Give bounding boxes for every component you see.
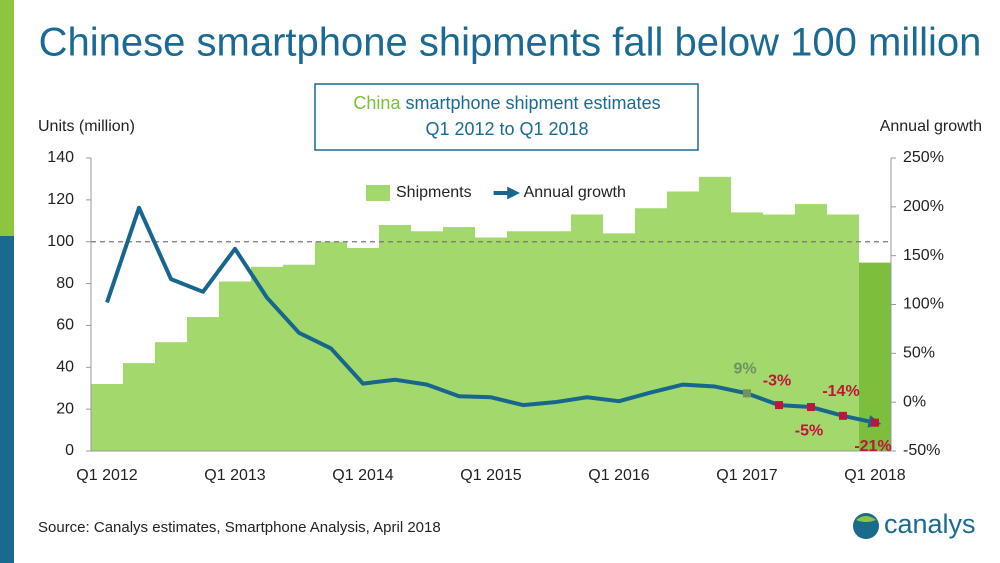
- bar: [475, 237, 507, 451]
- legend-label: Annual growth: [524, 184, 626, 201]
- subtitle: China smartphone shipment estimates: [353, 93, 660, 113]
- bar: [635, 208, 667, 451]
- x-tick-label: Q1 2012: [76, 467, 137, 484]
- side-strip: [0, 0, 14, 236]
- y-tick-label: 20: [56, 400, 74, 417]
- bar: [603, 233, 635, 451]
- x-tick-label: Q1 2018: [844, 467, 905, 484]
- bar: [187, 317, 219, 451]
- x-tick-label: Q1 2016: [588, 467, 649, 484]
- point-marker: [839, 411, 847, 420]
- subtitle-2: Q1 2012 to Q1 2018: [425, 119, 588, 139]
- y-tick-label: 140: [47, 149, 74, 166]
- logo: canalys: [853, 509, 976, 539]
- bar: [155, 342, 187, 451]
- bar: [731, 212, 763, 451]
- bar: [795, 204, 827, 451]
- bar: [219, 281, 251, 451]
- data-label: 9%: [733, 361, 756, 378]
- subtitle-highlight: China: [353, 93, 401, 113]
- bar: [571, 214, 603, 451]
- y-tick-label: 80: [56, 275, 74, 292]
- data-label: -3%: [763, 372, 791, 389]
- bar: [699, 176, 731, 452]
- y-tick-label: 120: [47, 191, 74, 208]
- bar: [539, 231, 571, 451]
- source: Source: Canalys estimates, Smartphone An…: [38, 519, 441, 536]
- data-label: -5%: [795, 422, 823, 439]
- y2-tick-label: 50%: [903, 345, 935, 362]
- y2-tick-label: 200%: [903, 198, 944, 215]
- point-marker: [775, 401, 783, 410]
- x-tick-label: Q1 2015: [460, 467, 521, 484]
- side-strip: [0, 236, 14, 563]
- bar: [411, 231, 443, 451]
- bar: [123, 363, 155, 451]
- y2-tick-label: 250%: [903, 149, 944, 166]
- y-tick-label: 40: [56, 359, 74, 376]
- legend-label: Shipments: [396, 184, 472, 201]
- y2-tick-label: -50%: [903, 442, 940, 459]
- point-marker: [743, 389, 751, 398]
- point-marker: [807, 403, 815, 412]
- data-label: -21%: [854, 438, 891, 455]
- y-tick-label: 100: [47, 233, 74, 250]
- y-tick-label: 60: [56, 317, 74, 334]
- y-axis-label: Units (million): [38, 118, 135, 135]
- plot: 0 20 40 60 80 100 120 140 -50% 0% 50% 100% 150% 200% 2…: [47, 149, 944, 484]
- bar: [283, 264, 315, 451]
- subtitle-text: smartphone shipment estimates: [405, 93, 660, 113]
- bar: [347, 247, 379, 451]
- bar: [667, 191, 699, 451]
- bar: [91, 384, 123, 451]
- y2-axis-label: Annual growth: [880, 118, 982, 135]
- data-label: -14%: [822, 383, 859, 400]
- point-marker: [871, 418, 879, 427]
- y2-tick-label: 150%: [903, 247, 944, 264]
- bar: [763, 214, 795, 451]
- bar: [507, 231, 539, 451]
- x-tick-label: Q1 2017: [716, 467, 777, 484]
- subtitle-box: [314, 83, 699, 151]
- logo-icon: [856, 516, 876, 522]
- y2-tick-label: 100%: [903, 296, 944, 313]
- y-tick-label: 0: [65, 442, 74, 459]
- bar: [379, 224, 411, 451]
- x-tick-label: Q1 2013: [204, 467, 265, 484]
- y2-tick-label: 0%: [903, 393, 926, 410]
- logo-text: canalys: [884, 509, 976, 539]
- bar: [443, 227, 475, 451]
- legend-swatch: [366, 185, 390, 201]
- slide-title: Chinese smartphone shipments fall below …: [39, 21, 982, 65]
- x-tick-label: Q1 2014: [332, 467, 393, 484]
